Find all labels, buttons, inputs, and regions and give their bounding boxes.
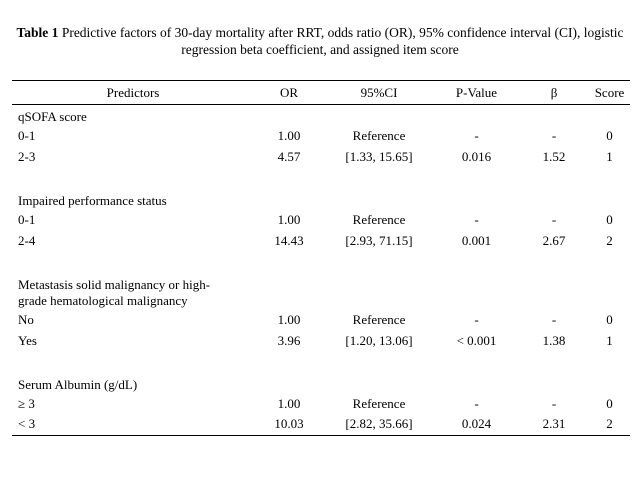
row-label: ≥ 3	[18, 395, 35, 411]
section-title-text: Metastasis solid malignancy or high-grad…	[18, 277, 211, 308]
row-beta: -	[551, 127, 557, 143]
row-or: 1.00	[277, 311, 301, 327]
section-title: qSOFA score	[18, 109, 87, 124]
row-ci: [1.33, 15.65]	[345, 148, 413, 164]
header-beta: β	[519, 80, 589, 105]
section-title: Serum Albumin (g/dL)	[18, 377, 138, 392]
row-label: 0-1	[18, 127, 36, 143]
table-label: Table 1	[16, 25, 59, 40]
row-beta: 1.52	[542, 148, 566, 164]
table-row: 0-1 1.00 Reference - - 0	[12, 125, 630, 146]
row-or: 1.00	[277, 211, 301, 227]
row-p-value: -	[474, 211, 479, 227]
row-label: 2-3	[18, 148, 36, 164]
table-row: 2-4 14.43 [2.93, 71.15] 0.001 2.67 2	[12, 230, 630, 251]
row-score: 1	[606, 148, 613, 164]
row-p-value: -	[474, 127, 479, 143]
row-or: 14.43	[274, 232, 304, 248]
section-title: Impaired performance status	[18, 193, 167, 208]
row-p-value: 0.016	[461, 148, 492, 164]
header-score: Score	[589, 80, 630, 105]
table-row: < 3 10.03 [2.82, 35.66] 0.024 2.31 2	[12, 414, 630, 436]
row-beta: -	[551, 311, 557, 327]
row-ci: Reference	[352, 211, 406, 227]
row-score: 1	[606, 332, 613, 348]
row-ci: Reference	[352, 395, 406, 411]
section-title-row: qSOFA score	[12, 105, 630, 126]
row-score: 0	[606, 395, 613, 411]
header-ci: 95%CI	[324, 80, 434, 105]
header-predictors: Predictors	[12, 80, 254, 105]
section-title-row: Serum Albumin (g/dL)	[12, 369, 630, 393]
row-p-value: -	[474, 311, 479, 327]
row-ci: [2.82, 35.66]	[324, 414, 434, 436]
row-score: 2	[589, 414, 630, 436]
table-row: ≥ 3 1.00 Reference - - 0	[12, 393, 630, 414]
row-or: 10.03	[254, 414, 324, 436]
caption-text: Predictive factors of 30-day mortality a…	[61, 25, 624, 57]
row-label: Yes	[18, 332, 37, 348]
section-title-row: Impaired performance status	[12, 185, 630, 209]
row-score: 2	[606, 232, 613, 248]
spacer-row	[12, 251, 630, 269]
header-p-value: P-Value	[434, 80, 519, 105]
row-score: 0	[606, 311, 613, 327]
header-row: Predictors OR 95%CI P-Value β Score	[12, 80, 630, 105]
section-title: Metastasis solid malignancy or high-grad…	[12, 269, 254, 309]
row-beta: 2.67	[542, 232, 566, 248]
section-title-row: Metastasis solid malignancy or high-grad…	[12, 269, 630, 309]
row-or: 4.57	[277, 148, 301, 164]
row-label: 0-1	[18, 211, 36, 227]
table-row: No 1.00 Reference - - 0	[12, 309, 630, 330]
header-or: OR	[254, 80, 324, 105]
row-label: No	[18, 311, 34, 327]
row-score: 0	[606, 127, 613, 143]
row-beta: 2.31	[519, 414, 589, 436]
row-label: < 3	[12, 414, 254, 436]
row-or: 3.96	[277, 332, 301, 348]
spacer-row	[12, 351, 630, 369]
table-caption: Table 1 Predictive factors of 30-day mor…	[0, 24, 640, 58]
row-ci: [2.93, 71.15]	[345, 232, 413, 248]
row-p-value: 0.024	[434, 414, 519, 436]
row-p-value: < 0.001	[456, 332, 497, 348]
row-or: 1.00	[277, 395, 301, 411]
row-beta: -	[551, 211, 557, 227]
table-row: 2-3 4.57 [1.33, 15.65] 0.016 1.52 1	[12, 146, 630, 167]
row-ci: Reference	[352, 127, 406, 143]
table-row: Yes 3.96 [1.20, 13.06] < 0.001 1.38 1	[12, 330, 630, 351]
row-p-value: -	[474, 395, 479, 411]
row-label: 2-4	[18, 232, 36, 248]
table-row: 0-1 1.00 Reference - - 0	[12, 209, 630, 230]
row-ci: [1.20, 13.06]	[345, 332, 413, 348]
row-ci: Reference	[352, 311, 406, 327]
spacer-row	[12, 167, 630, 185]
predictors-table: Predictors OR 95%CI P-Value β Score qSOF…	[12, 80, 630, 436]
row-beta: 1.38	[542, 332, 566, 348]
row-score: 0	[606, 211, 613, 227]
row-p-value: 0.001	[461, 232, 492, 248]
row-beta: -	[551, 395, 557, 411]
row-or: 1.00	[277, 127, 301, 143]
